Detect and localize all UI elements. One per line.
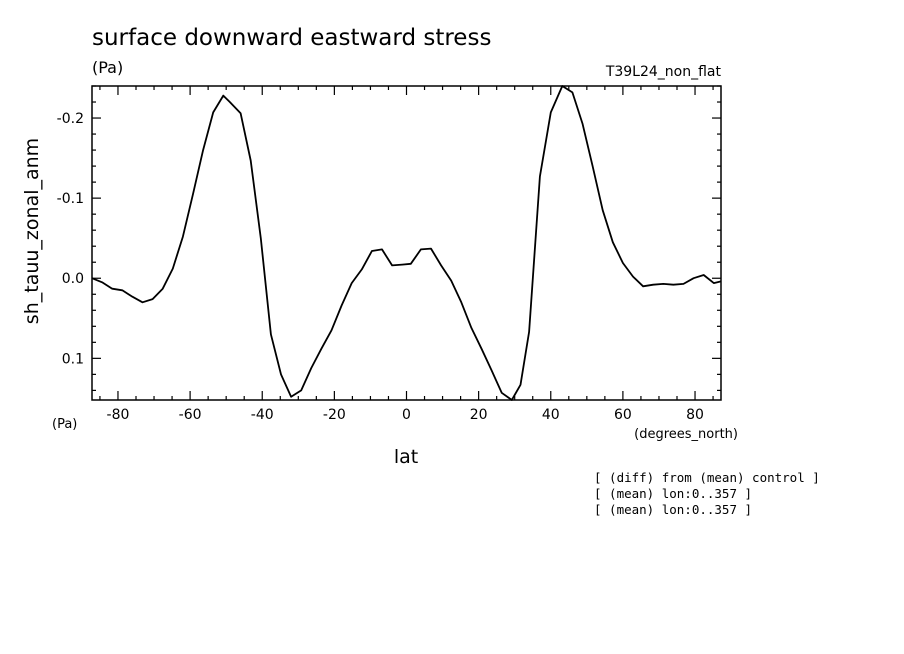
y-axis-units: (Pa): [52, 417, 77, 432]
x-tick-label: -60: [179, 407, 202, 423]
chart-title: surface downward eastward stress: [92, 25, 491, 51]
y-tick-label: -0.2: [57, 111, 84, 127]
x-tick-label: 20: [470, 407, 488, 423]
y-tick-label: 0.0: [62, 271, 84, 287]
x-tick-label: -20: [323, 407, 346, 423]
x-tick-label: 0: [402, 407, 411, 423]
footer-note: [ (mean) lon:0..357 ]: [594, 502, 752, 517]
y-tick-label: 0.1: [62, 351, 84, 367]
series-line: [91, 85, 722, 401]
run-label: T39L24_non_flat: [605, 64, 722, 80]
footer-notes: [ (diff) from (mean) control ] [ (mean) …: [594, 470, 820, 517]
y-tick-label: -0.1: [57, 191, 84, 207]
x-tick-label: 80: [686, 407, 704, 423]
footer-note: [ (mean) lon:0..357 ]: [594, 486, 752, 501]
x-tick-label: 40: [542, 407, 560, 423]
x-tick-label: -80: [107, 407, 130, 423]
plot-area: -80 -60 -40 -20 0 20 40 60 80 -0.2 -0.1 0.0 0.1: [57, 85, 722, 423]
x-tick-label: 60: [614, 407, 632, 423]
x-tick-label: -40: [251, 407, 274, 423]
y-axis-label: sh_tauu_zonal_anm: [21, 138, 43, 324]
footer-note: [ (diff) from (mean) control ]: [594, 470, 820, 485]
x-axis-label: lat: [394, 446, 418, 468]
plot-frame: [91, 85, 722, 401]
chart-units-label: (Pa): [92, 58, 123, 77]
tick-labels: -80 -60 -40 -20 0 20 40 60 80 -0.2 -0.1 0.0 0.1: [57, 111, 704, 423]
x-axis-units: (degrees_north): [634, 427, 738, 442]
axis-ticks: [92, 85, 721, 400]
